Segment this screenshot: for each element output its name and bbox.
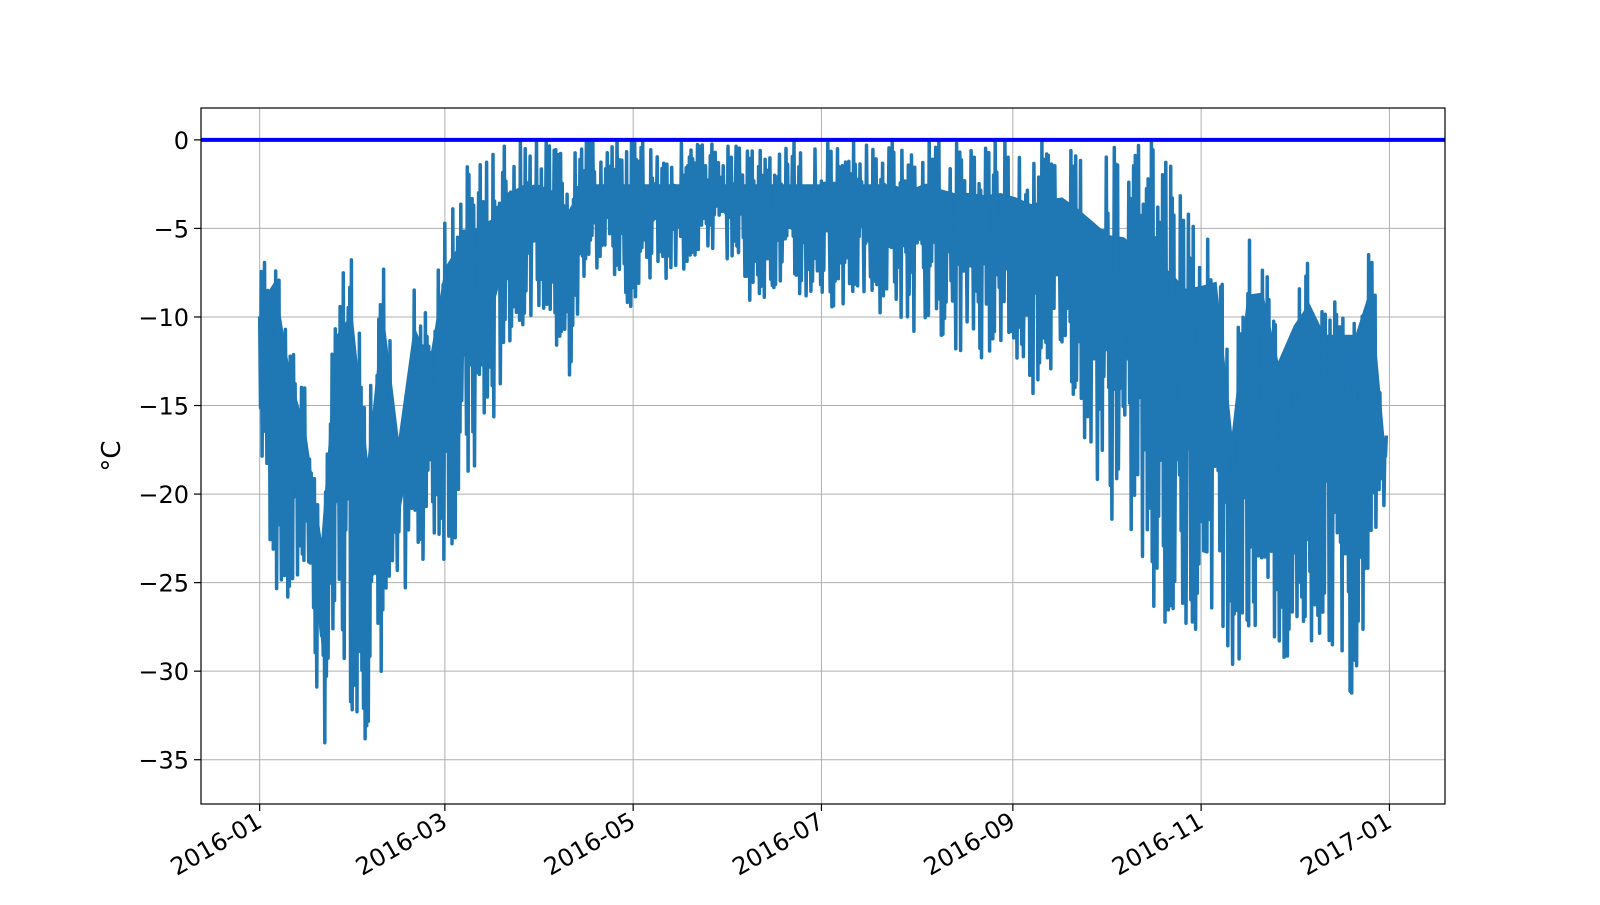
- x-tick-label: 2016-01: [166, 807, 267, 881]
- y-tick-label: −5: [154, 215, 189, 243]
- y-tick-label: −35: [138, 747, 189, 775]
- x-axis: 2016-01 2016-03 2016-05 2016-07 2016-09 2016-…: [166, 804, 1397, 881]
- y-tick-label: −30: [138, 658, 189, 686]
- x-tick-label: 2017-01: [1296, 807, 1397, 881]
- temperature-series-line: [257, 138, 1389, 745]
- x-tick-label: 2016-03: [351, 807, 452, 881]
- x-tick-label: 2016-09: [919, 807, 1020, 881]
- y-tick-label: 0: [174, 127, 189, 155]
- y-tick-label: −20: [138, 481, 189, 509]
- plot-frame: [200, 107, 1446, 805]
- x-tick-label: 2016-05: [539, 807, 640, 881]
- y-tick-label: −25: [138, 570, 189, 598]
- plot-area: [201, 137, 1445, 745]
- y-tick-label: −15: [138, 393, 189, 421]
- y-tick-label: −10: [138, 304, 189, 332]
- y-axis-label: °C: [97, 440, 127, 471]
- y-axis: 0 −5 −10 −15 −20 −25 −30 −35: [138, 127, 201, 775]
- x-tick-label: 2016-07: [728, 807, 829, 881]
- x-tick-label: 2016-11: [1107, 807, 1208, 881]
